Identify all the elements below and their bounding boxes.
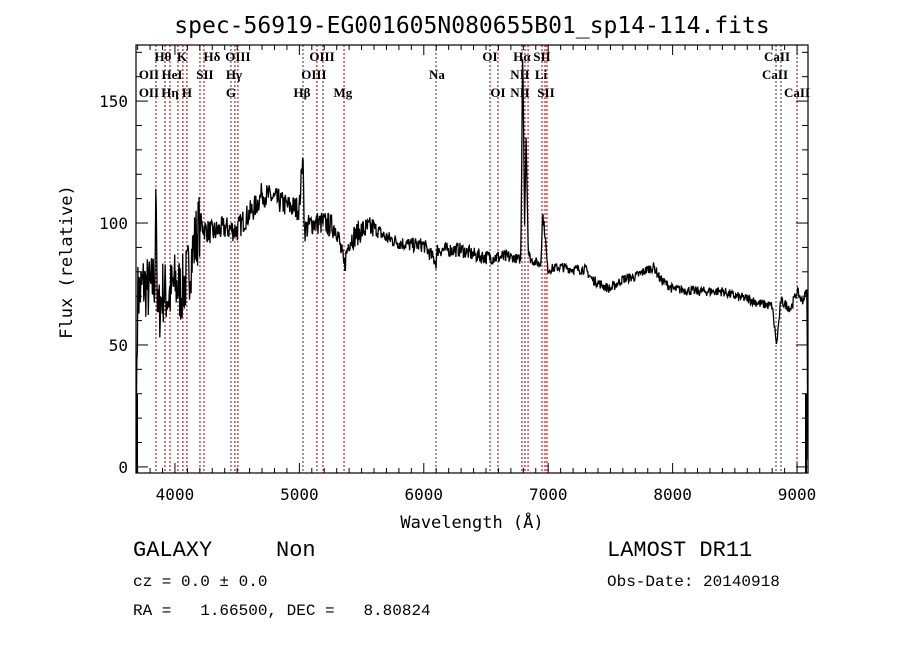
spectral-line-label: Hα	[513, 49, 531, 64]
y-tick-label: 50	[109, 336, 128, 355]
chart-title: spec-56919-EG001605N080655B01_sp14-114.f…	[174, 13, 769, 39]
spectral-line-label: SII	[533, 49, 550, 64]
spectral-line-label: OII	[139, 85, 159, 100]
y-tick-label: 0	[118, 458, 128, 477]
spectral-line-label: HeI	[161, 67, 182, 82]
spectral-line-label: Hγ	[226, 67, 242, 82]
spectral-line-label: G	[226, 85, 236, 100]
spectral-line-label: H	[182, 85, 192, 100]
spectral-line-label: Hβ	[293, 85, 310, 100]
spectral-line-label: OI	[482, 49, 497, 64]
redshift-cz: cz = 0.0 ± 0.0	[133, 573, 268, 591]
x-axis-label: Wavelength (Å)	[400, 511, 543, 533]
observation-date: Obs-Date: 20140918	[607, 573, 780, 591]
object-subclass: Non	[276, 538, 316, 563]
spectral-line-label: Hη	[161, 85, 179, 100]
spectral-line-label: Hθ	[155, 49, 172, 64]
x-tick-label: 4000	[156, 485, 195, 504]
object-class: GALAXY	[133, 538, 213, 563]
spectral-line-label: OII	[139, 67, 159, 82]
spectral-line-label: OIII	[225, 49, 250, 64]
spectral-line-label: CaII	[762, 67, 788, 82]
spectral-line-label: K	[177, 49, 188, 64]
spectrum-line	[135, 59, 809, 460]
x-tick-label: 5000	[280, 485, 319, 504]
spectral-line-label: NII	[510, 85, 530, 100]
x-tick-label: 9000	[778, 485, 817, 504]
spectral-line-label: Na	[429, 67, 445, 82]
x-tick-label: 8000	[653, 485, 692, 504]
spectral-line-label: CaII	[764, 49, 790, 64]
spectrum-series	[135, 59, 809, 473]
spectral-line-label: OIII	[301, 67, 326, 82]
x-tick-label: 7000	[529, 485, 568, 504]
plot-frame	[135, 44, 809, 474]
spectral-line-label: NII	[510, 67, 530, 82]
axes: 4000 5000 6000 7000 8000 9000 0 50 100 150	[99, 44, 817, 504]
x-tick-label: 6000	[405, 485, 444, 504]
spectral-line-label: Hδ	[203, 49, 220, 64]
coordinates-ra-dec: RA = 1.66500, DEC = 8.80824	[133, 602, 431, 620]
spectral-line-label: OIII	[309, 49, 334, 64]
y-tick-label: 100	[99, 214, 128, 233]
y-tick-label: 150	[99, 92, 128, 111]
spectral-line-label: SII	[537, 85, 554, 100]
survey-name: LAMOST DR11	[607, 538, 753, 563]
spectral-line-label: Li	[535, 67, 548, 82]
y-axis-label: Flux (relative)	[57, 185, 77, 339]
spectral-line-label: Mg	[334, 85, 353, 100]
spectral-line-label: CaII	[784, 85, 810, 100]
spectral-line-label: SII	[196, 67, 213, 82]
spectral-line-label: OI	[490, 85, 505, 100]
